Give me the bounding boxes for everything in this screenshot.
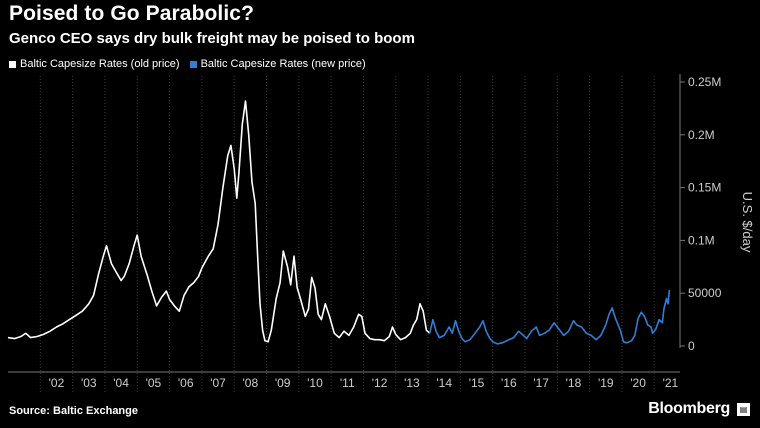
x-tick-label: '21 [663, 376, 679, 390]
x-tick-label: '02 [49, 376, 65, 390]
x-tick-label: '15 [469, 376, 485, 390]
bloomberg-logo-icon: ▤ [737, 403, 750, 416]
x-tick-label: '17 [533, 376, 549, 390]
y-tick-label: 0.25M [688, 75, 721, 89]
x-tick-label: '03 [81, 376, 97, 390]
x-tick-label: '13 [404, 376, 420, 390]
y-tick-label: 50000 [688, 286, 722, 300]
y-tick-label: 0.15M [688, 181, 721, 195]
x-tick-label: '19 [598, 376, 614, 390]
x-tick-label: '20 [630, 376, 646, 390]
x-tick-label: '08 [243, 376, 259, 390]
brand-logo: Bloomberg [648, 400, 730, 417]
x-tick-label: '16 [501, 376, 517, 390]
x-tick-label: '04 [113, 376, 129, 390]
series-line-new-price [428, 289, 671, 345]
x-tick-label: '18 [566, 376, 582, 390]
x-tick-label: '06 [178, 376, 194, 390]
y-axis-label: U.S. $/day [740, 192, 755, 253]
x-tick-label: '12 [372, 376, 388, 390]
x-tick-label: '10 [307, 376, 323, 390]
chart-title: Poised to Go Parabolic? [9, 2, 255, 25]
x-tick-label: '14 [436, 376, 452, 390]
legend-label-new-price: Baltic Capesize Rates (new price) [200, 58, 366, 70]
legend-swatch-new-price [189, 60, 197, 68]
x-tick-label: '05 [146, 376, 162, 390]
x-tick-label: '11 [340, 376, 355, 390]
legend-label-old-price: Baltic Capesize Rates (old price) [20, 58, 180, 70]
legend-swatch-old-price [9, 60, 16, 68]
legend-item-old-price: Baltic Capesize Rates (old price) [9, 58, 180, 70]
chart-subtitle: Genco CEO says dry bulk freight may be p… [9, 30, 415, 47]
y-tick-label: 0.1M [688, 233, 715, 247]
legend-item-new-price: Baltic Capesize Rates (new price) [189, 58, 366, 70]
x-tick-label: '09 [275, 376, 291, 390]
series-line-old-price [7, 100, 431, 343]
y-tick-label: 0.2M [688, 128, 715, 142]
y-tick-label: 0 [688, 339, 695, 353]
source-note: Source: Baltic Exchange [9, 405, 138, 417]
x-tick-label: '07 [210, 376, 226, 390]
legend: Baltic Capesize Rates (old price) Baltic… [9, 57, 376, 71]
